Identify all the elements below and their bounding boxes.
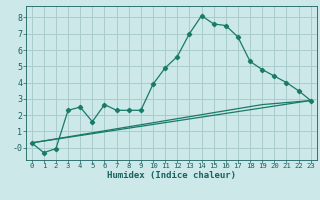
X-axis label: Humidex (Indice chaleur): Humidex (Indice chaleur) xyxy=(107,171,236,180)
